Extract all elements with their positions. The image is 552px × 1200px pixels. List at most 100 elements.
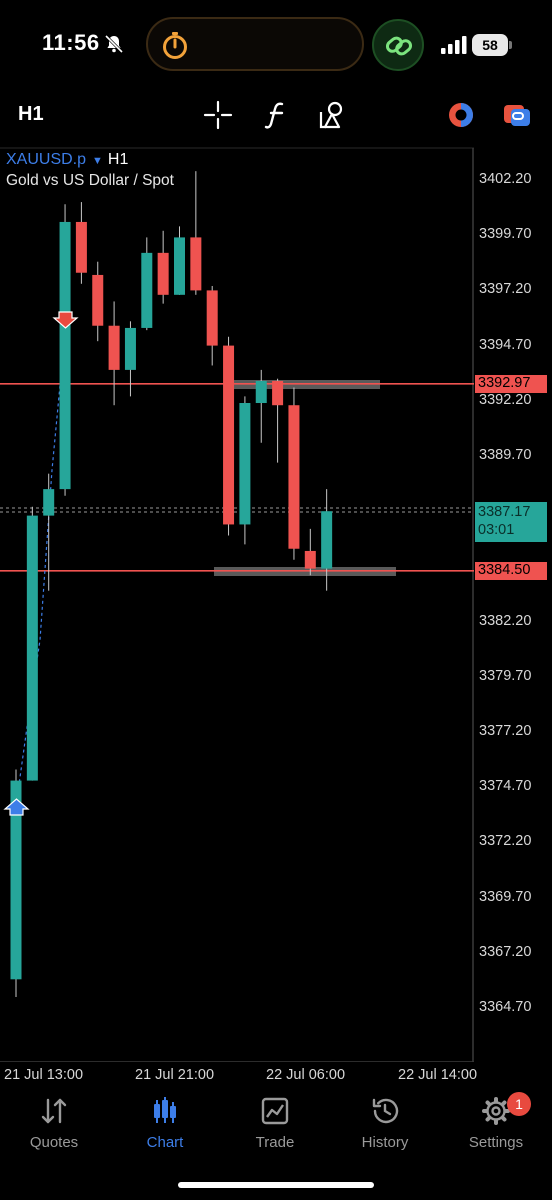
candle-body [92, 274, 104, 326]
price-tick-label: 3397.20 [479, 281, 532, 298]
nav-label: History [361, 1134, 409, 1151]
symbol-selector[interactable]: XAUUSD.p ▼ H1 [6, 151, 128, 169]
candle[interactable] [206, 285, 218, 366]
candle[interactable] [59, 204, 71, 496]
candle-body [10, 780, 22, 980]
nav-history[interactable]: History [335, 1096, 435, 1156]
home-indicator[interactable] [178, 1182, 374, 1188]
price-tick-label: 3377.20 [479, 723, 532, 739]
candle-body [174, 237, 185, 295]
candle[interactable] [190, 171, 202, 295]
candle-body [157, 252, 169, 295]
nav-label: Quotes [29, 1134, 79, 1151]
candle[interactable] [26, 506, 38, 781]
candle-body [43, 489, 55, 516]
bid-ask-lines [0, 507, 474, 513]
candle[interactable] [304, 528, 316, 576]
nav-settings[interactable]: Settings [446, 1096, 546, 1156]
candle-body [190, 237, 202, 291]
candle[interactable] [124, 321, 136, 397]
candle-body [26, 515, 38, 781]
timeframe-selector[interactable]: H1 [18, 103, 44, 125]
nav-label: Chart [146, 1134, 184, 1151]
trade-chart-icon [261, 1097, 289, 1125]
candle[interactable] [75, 202, 87, 284]
candle[interactable] [288, 387, 300, 560]
time-tick-label: 21 Jul 21:00 [135, 1067, 215, 1083]
quotes-icon [41, 1098, 67, 1124]
price-chart[interactable] [0, 147, 552, 1062]
gear-icon [482, 1097, 510, 1125]
candle-body [206, 290, 218, 346]
current-price: 3387.17 [478, 504, 531, 520]
candle-body [304, 550, 316, 569]
trade-icon[interactable] [502, 100, 532, 130]
symbol-name[interactable]: XAUUSD.p [6, 151, 87, 168]
battery-icon: 58 [472, 34, 508, 56]
price-tick-label: 3402.20 [479, 171, 532, 187]
chart-frame [0, 147, 474, 1062]
time-tick-label: 22 Jul 14:00 [398, 1067, 478, 1083]
notification-badge: 1 [507, 1092, 531, 1116]
symbol-description: Gold vs US Dollar / Spot [6, 172, 174, 189]
signal-icon [441, 36, 467, 54]
indicator-f-icon[interactable] [262, 100, 292, 130]
candle-body [321, 511, 333, 569]
price-tick-label: 3389.70 [479, 447, 532, 463]
candle-body [141, 252, 153, 328]
candle-body [59, 221, 71, 490]
candle[interactable] [223, 336, 235, 536]
candle[interactable] [43, 473, 55, 591]
price-level-tag: 3392.97 [475, 374, 547, 393]
current-price-tag: 3387.17 03:01 [475, 502, 547, 542]
symbol-dropdown-icon[interactable]: ▼ [92, 155, 103, 167]
status-time: 11:56 [42, 30, 100, 55]
candle[interactable] [255, 369, 267, 443]
candle[interactable] [92, 261, 104, 342]
candle[interactable] [141, 237, 153, 331]
buy-arrow-icon [3, 798, 30, 816]
sell-arrow-icon [52, 311, 79, 329]
candle[interactable] [272, 378, 284, 463]
price-tick-label: 3382.20 [479, 612, 532, 629]
bell-slash-icon [104, 34, 124, 54]
price-tick-label: 3372.20 [479, 833, 532, 850]
price-level-tag: 3384.50 [475, 561, 547, 580]
candle[interactable] [239, 396, 251, 545]
candle[interactable] [321, 489, 333, 591]
nav-trade[interactable]: Trade [225, 1096, 325, 1156]
candle-body [108, 325, 120, 370]
battery-nub [509, 41, 512, 49]
chart-timeframe: H1 [107, 151, 129, 168]
chart-color-icon[interactable] [446, 100, 476, 130]
price-tick-label: 3399.70 [479, 226, 532, 243]
link-activity[interactable] [372, 19, 424, 71]
candle[interactable] [157, 230, 169, 304]
candle-body [75, 221, 87, 273]
price-tick-label: 3392.20 [479, 391, 532, 408]
price-tick-label: 3364.70 [479, 999, 532, 1015]
candle[interactable] [108, 301, 120, 406]
candle-body [223, 345, 235, 525]
time-tick-label: 22 Jul 06:00 [266, 1067, 346, 1083]
chart-candles-icon [154, 1097, 176, 1123]
candle-body [272, 380, 284, 406]
crosshair-icon[interactable] [203, 100, 233, 130]
candle-body [239, 403, 251, 525]
timer-icon [163, 32, 187, 59]
candle[interactable] [174, 226, 185, 295]
nav-label: Trade [255, 1134, 295, 1151]
price-tick-label: 3394.70 [479, 336, 532, 353]
nav-quotes[interactable]: Quotes [4, 1096, 104, 1156]
history-icon [372, 1098, 399, 1124]
price-tick-label: 3379.70 [479, 667, 532, 684]
nav-label: Settings [468, 1134, 524, 1151]
candle-body [288, 405, 300, 549]
candle-body [255, 380, 267, 404]
bar-countdown: 03:01 [478, 522, 515, 538]
nav-chart[interactable]: Chart [115, 1096, 215, 1156]
dynamic-island[interactable] [146, 17, 364, 71]
time-tick-label: 21 Jul 13:00 [4, 1067, 84, 1083]
price-tick-label: 3374.70 [479, 778, 532, 795]
objects-icon[interactable] [318, 100, 348, 130]
